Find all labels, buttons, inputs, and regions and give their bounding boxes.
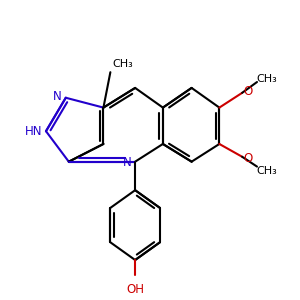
Text: CH₃: CH₃ (256, 166, 277, 176)
Text: OH: OH (126, 283, 144, 296)
Text: N: N (53, 90, 62, 103)
Text: O: O (243, 152, 252, 165)
Text: HN: HN (25, 125, 42, 138)
Text: CH₃: CH₃ (112, 59, 133, 69)
Text: CH₃: CH₃ (256, 74, 277, 84)
Text: O: O (243, 85, 252, 98)
Text: N: N (122, 156, 131, 169)
